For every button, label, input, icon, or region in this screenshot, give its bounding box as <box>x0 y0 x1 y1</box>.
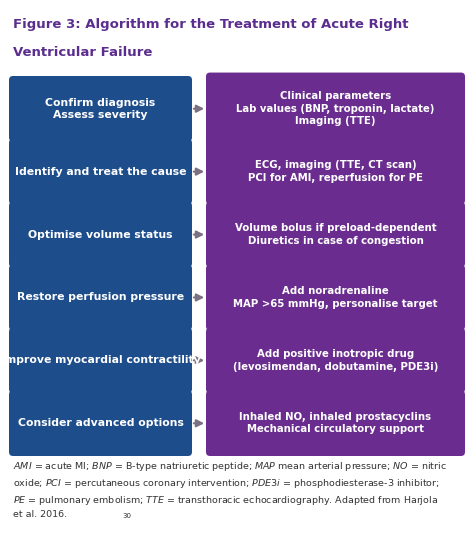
Text: Add positive inotropic drug
(levosimendan, dobutamine, PDE3i): Add positive inotropic drug (levosimenda… <box>233 349 438 372</box>
FancyBboxPatch shape <box>9 202 192 267</box>
FancyBboxPatch shape <box>9 328 192 393</box>
Text: ECG, imaging (TTE, CT scan)
PCI for AMI, reperfusion for PE: ECG, imaging (TTE, CT scan) PCI for AMI,… <box>248 161 423 183</box>
Text: Identify and treat the cause: Identify and treat the cause <box>15 166 186 177</box>
Text: Confirm diagnosis
Assess severity: Confirm diagnosis Assess severity <box>46 98 155 120</box>
FancyBboxPatch shape <box>206 265 465 330</box>
Text: Consider advanced options: Consider advanced options <box>18 418 183 429</box>
FancyBboxPatch shape <box>206 139 465 205</box>
Text: Add noradrenaline
MAP >65 mmHg, personalise target: Add noradrenaline MAP >65 mmHg, personal… <box>233 286 438 309</box>
FancyBboxPatch shape <box>206 390 465 456</box>
Text: Restore perfusion pressure: Restore perfusion pressure <box>17 293 184 302</box>
FancyBboxPatch shape <box>9 390 192 456</box>
Text: Clinical parameters
Lab values (BNP, troponin, lactate)
Imaging (TTE): Clinical parameters Lab values (BNP, tro… <box>237 91 435 126</box>
FancyBboxPatch shape <box>206 202 465 267</box>
FancyBboxPatch shape <box>9 76 192 141</box>
Text: $\it{AMI}$ = acute MI; $\it{BNP}$ = B-type natriuretic peptide; $\it{MAP}$ mean : $\it{AMI}$ = acute MI; $\it{BNP}$ = B-ty… <box>13 460 447 519</box>
Text: Volume bolus if preload-dependent
Diuretics in case of congestion: Volume bolus if preload-dependent Diuret… <box>235 223 436 246</box>
FancyBboxPatch shape <box>206 328 465 393</box>
Text: Improve myocardial contractility: Improve myocardial contractility <box>0 355 201 365</box>
FancyBboxPatch shape <box>206 72 465 145</box>
FancyBboxPatch shape <box>9 139 192 205</box>
Text: Optimise volume status: Optimise volume status <box>28 229 173 240</box>
FancyBboxPatch shape <box>9 265 192 330</box>
Text: Ventricular Failure: Ventricular Failure <box>13 46 152 59</box>
Text: Inhaled NO, inhaled prostacyclins
Mechanical circulatory support: Inhaled NO, inhaled prostacyclins Mechan… <box>239 412 431 434</box>
Text: 30: 30 <box>122 512 131 519</box>
Text: Figure 3: Algorithm for the Treatment of Acute Right: Figure 3: Algorithm for the Treatment of… <box>13 18 409 31</box>
